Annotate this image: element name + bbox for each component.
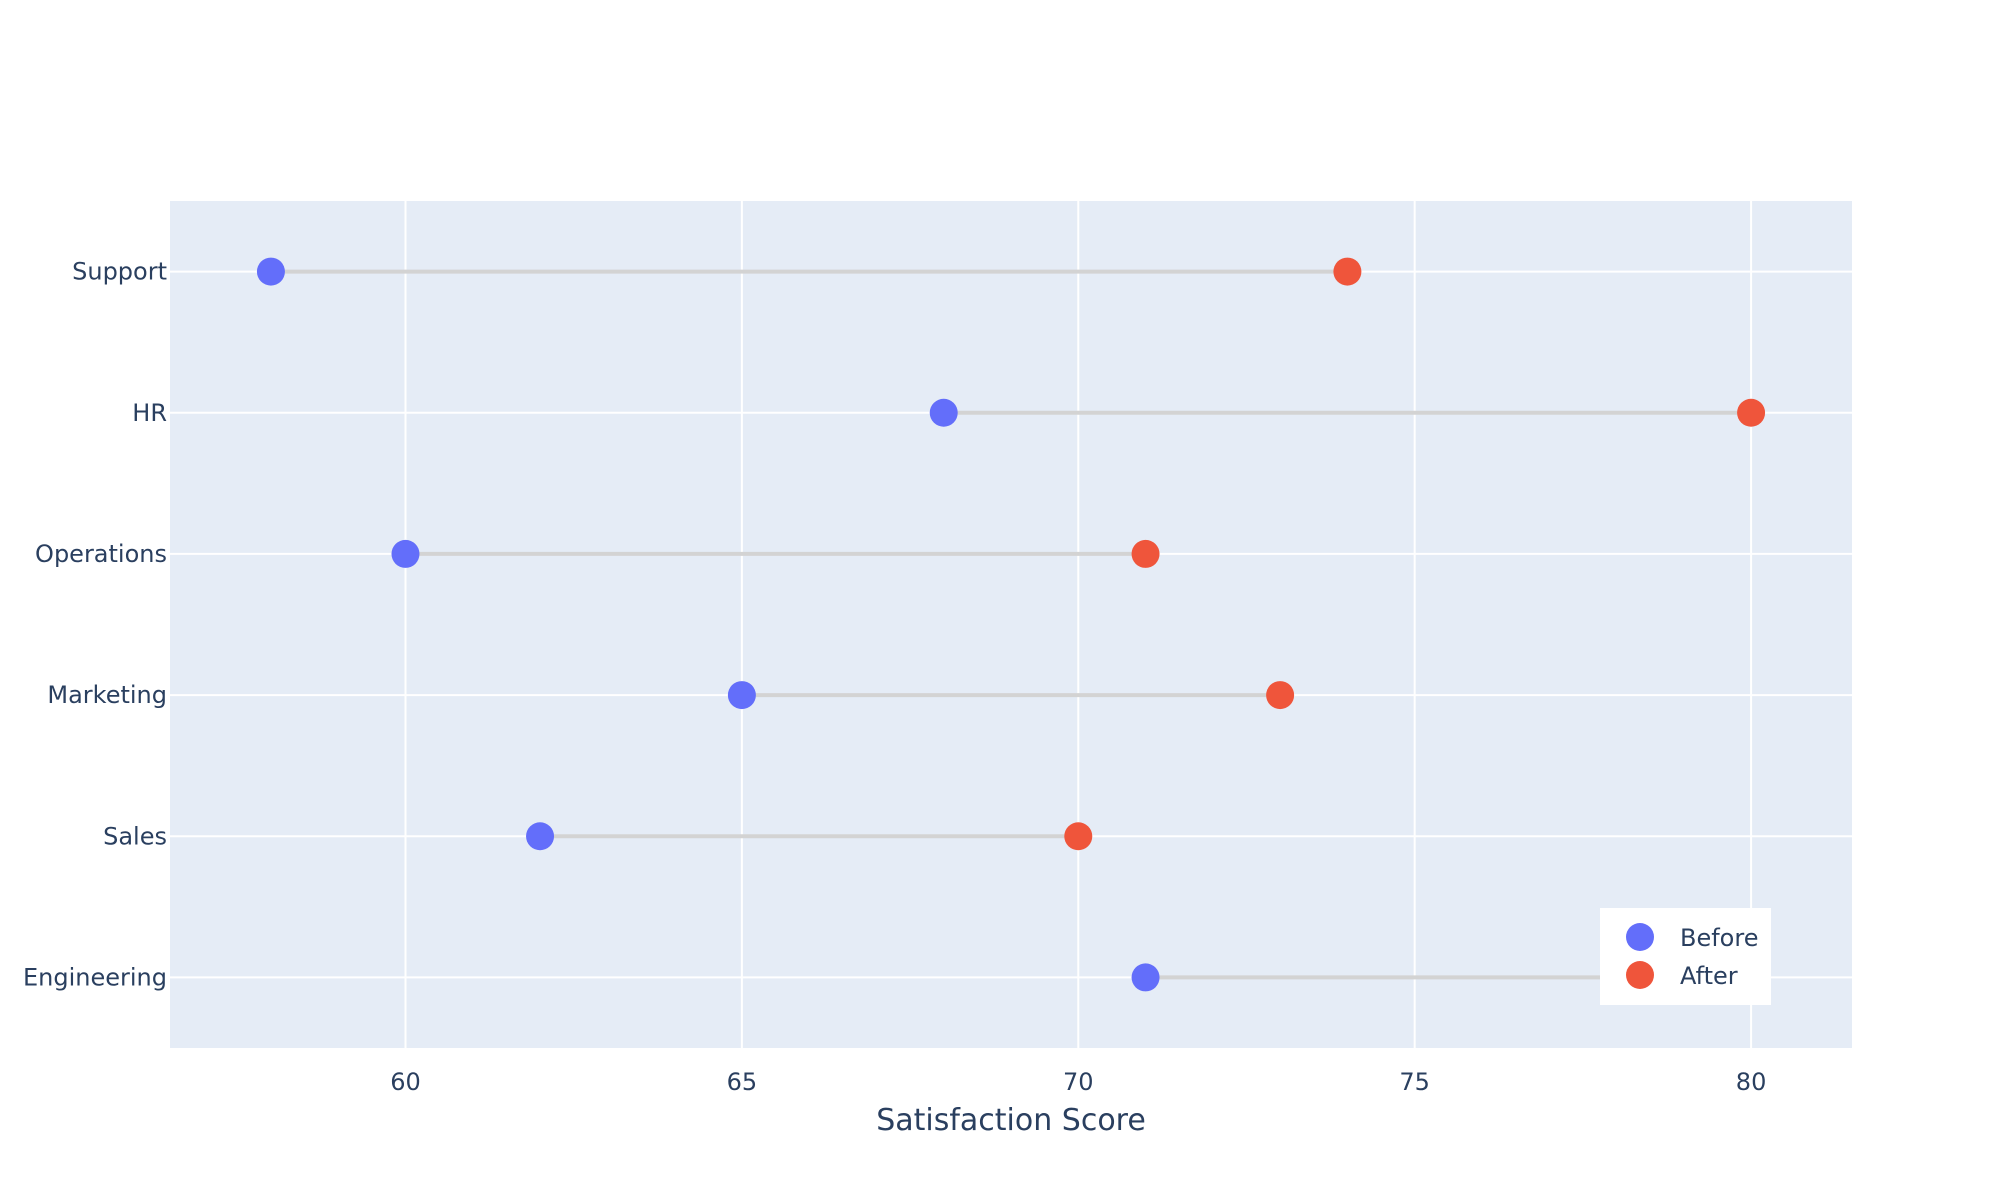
- y-tick-label-hr: HR: [132, 399, 167, 427]
- point-after-marketing: [1266, 681, 1295, 710]
- point-after-operations: [1131, 539, 1160, 568]
- legend-marker-after: [1626, 961, 1654, 989]
- x-tick-label-60: 60: [390, 1068, 421, 1096]
- point-before-support: [256, 257, 285, 286]
- connector-layer: [270, 269, 1752, 980]
- point-after-support: [1333, 257, 1362, 286]
- point-after-hr: [1737, 398, 1766, 427]
- legend-box: [1600, 908, 1771, 1005]
- point-before-marketing: [727, 681, 756, 710]
- point-before-hr: [929, 398, 958, 427]
- marker-layer: [256, 257, 1766, 992]
- legend-label-before: Before: [1680, 924, 1758, 952]
- plot-area: [170, 201, 1852, 1048]
- x-axis-title: Satisfaction Score: [876, 1103, 1146, 1138]
- y-tick-label-sales: Sales: [103, 822, 167, 850]
- y-tick-label-marketing: Marketing: [47, 681, 167, 709]
- y-tick-label-support: Support: [72, 258, 167, 286]
- y-tick-label-engineering: Engineering: [23, 963, 167, 991]
- x-tick-label-70: 70: [1063, 1068, 1094, 1096]
- point-before-engineering: [1131, 963, 1160, 992]
- x-tick-label-80: 80: [1736, 1068, 1767, 1096]
- point-before-sales: [526, 822, 555, 851]
- x-tick-label-75: 75: [1399, 1068, 1430, 1096]
- axis-layer: 60 65 70 75 80 Engineering Sales Marketing Opera…: [23, 258, 1766, 1096]
- y-tick-label-operations: Operations: [35, 540, 167, 568]
- x-tick-label-65: 65: [727, 1068, 758, 1096]
- legend-label-after: After: [1680, 962, 1738, 990]
- point-after-sales: [1064, 822, 1093, 851]
- legend: Before After: [1600, 908, 1771, 1005]
- legend-marker-before: [1626, 923, 1654, 951]
- point-before-operations: [391, 539, 420, 568]
